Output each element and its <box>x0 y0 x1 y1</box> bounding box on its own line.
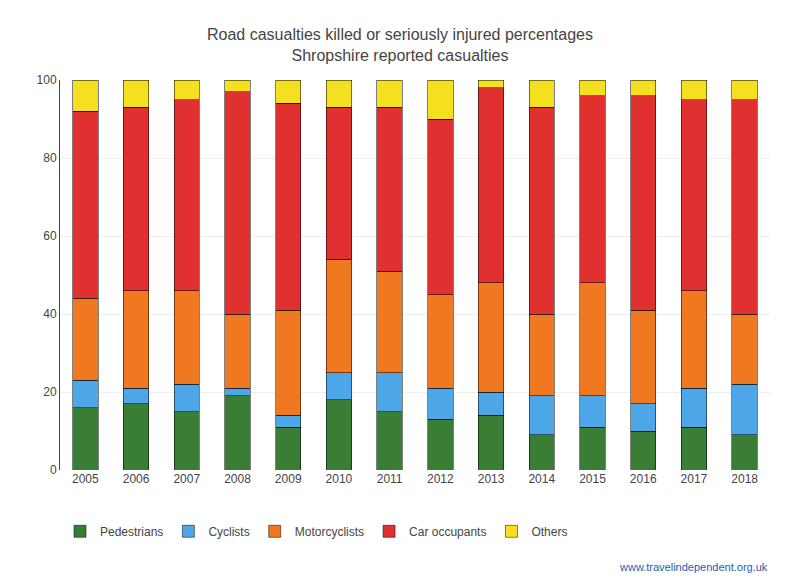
svg-text:2008: 2008 <box>224 472 251 486</box>
svg-text:2011: 2011 <box>377 472 403 486</box>
svg-text:Road casualties killed or seri: Road casualties killed or seriously inju… <box>207 26 593 64</box>
svg-text:2014: 2014 <box>528 472 555 486</box>
svg-text:www.travelindependent.org.uk: www.travelindependent.org.uk <box>619 561 768 573</box>
svg-text:2016: 2016 <box>630 472 657 486</box>
svg-text:2007: 2007 <box>173 472 200 486</box>
svg-text:2006: 2006 <box>123 472 150 486</box>
svg-text:2018: 2018 <box>731 472 758 486</box>
svg-text:0: 0 <box>50 463 57 477</box>
svg-text:20: 20 <box>43 385 57 399</box>
svg-text:60: 60 <box>43 229 57 243</box>
svg-text:2009: 2009 <box>275 472 302 486</box>
svg-text:2010: 2010 <box>326 472 353 486</box>
svg-text:2015: 2015 <box>579 472 606 486</box>
svg-text:Motorcyclists: Motorcyclists <box>295 525 364 539</box>
svg-text:2017: 2017 <box>681 472 708 486</box>
svg-text:40: 40 <box>43 307 57 321</box>
svg-text:Car occupants: Car occupants <box>409 525 486 539</box>
svg-text:Others: Others <box>531 525 567 539</box>
svg-text:2012: 2012 <box>427 472 454 486</box>
svg-text:Cyclists: Cyclists <box>208 525 249 539</box>
svg-text:2013: 2013 <box>478 472 505 486</box>
svg-text:100: 100 <box>37 73 57 87</box>
svg-text:80: 80 <box>43 151 57 165</box>
svg-text:Pedestrians: Pedestrians <box>100 525 163 539</box>
svg-text:2005: 2005 <box>72 472 99 486</box>
